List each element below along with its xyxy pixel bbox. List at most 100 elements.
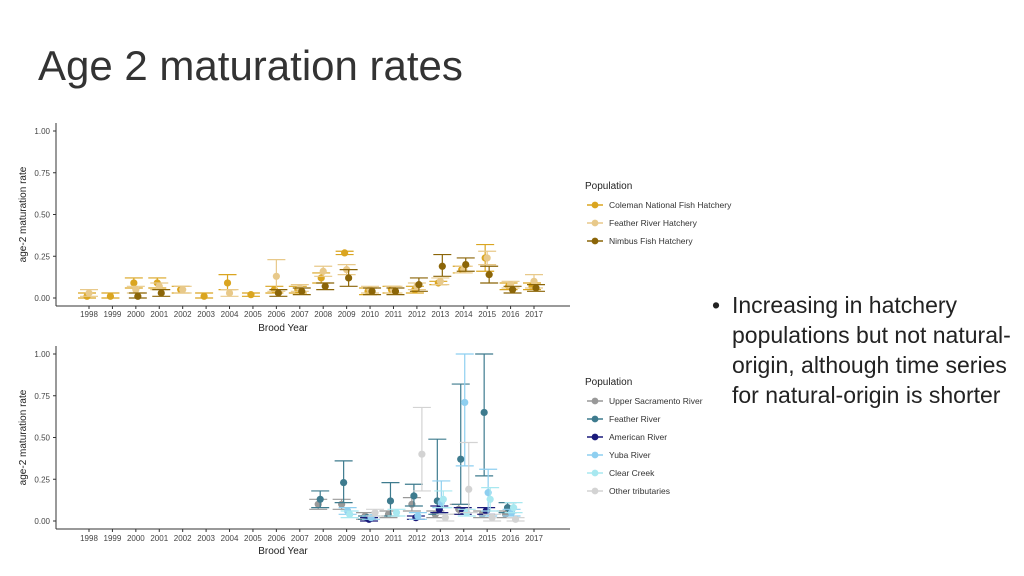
y-tick-label: 0.75 xyxy=(34,392,50,401)
data-point xyxy=(392,509,401,517)
y-tick-label: 0.50 xyxy=(34,211,50,220)
data-point xyxy=(179,286,187,294)
data-point xyxy=(274,289,282,297)
series-american-river xyxy=(360,505,496,523)
x-tick-label: 2001 xyxy=(150,534,168,543)
series-other-tributaries xyxy=(366,406,525,523)
x-tick-label: 2014 xyxy=(455,534,473,543)
data-point xyxy=(130,279,138,287)
data-point xyxy=(298,287,306,295)
data-point xyxy=(134,292,142,300)
legend: Population Upper Sacramento River Feather … xyxy=(585,377,703,496)
legend-key-dot xyxy=(591,433,599,441)
data-point xyxy=(483,254,491,262)
y-tick-label: 0.25 xyxy=(34,252,50,261)
legend-label: Coleman National Fish Hatchery xyxy=(609,200,732,210)
x-tick-label: 2001 xyxy=(150,310,168,319)
x-tick-label: 2003 xyxy=(197,534,215,543)
x-tick-label: 2012 xyxy=(408,534,426,543)
y-tick-label: 0.25 xyxy=(34,475,50,484)
legend-label: Upper Sacramento River xyxy=(609,396,703,406)
data-point xyxy=(345,274,353,282)
x-tick-label: 2016 xyxy=(502,534,520,543)
data-point xyxy=(532,284,540,292)
x-tick-label: 2013 xyxy=(431,534,449,543)
data-point xyxy=(414,512,422,520)
data-point xyxy=(85,289,93,297)
x-tick-label: 2009 xyxy=(338,310,356,319)
data-point xyxy=(106,292,115,300)
x-tick-label: 2013 xyxy=(431,310,449,319)
data-point xyxy=(511,515,520,523)
x-tick-label: 2000 xyxy=(127,310,145,319)
data-point xyxy=(340,478,348,487)
x-tick-label: 2005 xyxy=(244,534,262,543)
x-axis-title: Brood Year xyxy=(258,323,308,334)
y-axis-title: age-2 maturation rate xyxy=(18,166,29,262)
y-tick-label: 0.00 xyxy=(34,517,50,526)
x-tick-label: 2015 xyxy=(478,534,496,543)
data-point xyxy=(441,514,449,522)
legend-key-dot xyxy=(591,219,599,227)
data-point xyxy=(480,408,488,417)
x-tick-label: 2006 xyxy=(267,310,285,319)
data-point xyxy=(223,279,232,287)
data-point xyxy=(418,450,426,458)
data-point xyxy=(225,289,234,297)
data-point xyxy=(509,504,518,512)
legend-key-dot xyxy=(591,201,599,209)
x-axis-title: Brood Year xyxy=(258,546,308,557)
legend-key-dot xyxy=(591,451,599,459)
data-point xyxy=(346,510,354,518)
x-tick-label: 2016 xyxy=(502,310,520,319)
legend: Population Coleman National Fish Hatchery… xyxy=(585,181,732,246)
x-tick-label: 2007 xyxy=(291,534,309,543)
data-point xyxy=(486,495,494,503)
legend-label: Other tributaries xyxy=(609,486,670,496)
legend-label: Nimbus Fish Hatchery xyxy=(609,236,693,246)
legend-key-dot xyxy=(591,415,599,423)
data-point xyxy=(436,277,444,285)
x-tick-label: 2010 xyxy=(361,310,379,319)
data-point xyxy=(319,267,327,275)
x-tick-label: 2014 xyxy=(455,310,473,319)
x-tick-label: 2006 xyxy=(267,534,285,543)
data-point xyxy=(485,271,493,279)
data-point xyxy=(368,287,376,295)
bullet-icon: • xyxy=(712,292,721,318)
x-tick-label: 2011 xyxy=(385,534,403,543)
data-point xyxy=(272,272,280,280)
data-point xyxy=(341,249,349,257)
data-point xyxy=(415,281,423,289)
data-point xyxy=(200,292,208,300)
data-point xyxy=(316,495,324,503)
bullet-point: • Increasing in hatchery populations but… xyxy=(712,290,1012,410)
data-point xyxy=(465,485,473,493)
x-tick-label: 2000 xyxy=(127,534,145,543)
legend-title: Population xyxy=(585,181,632,192)
x-tick-label: 2010 xyxy=(361,534,379,543)
y-tick-label: 0.75 xyxy=(34,169,50,178)
x-tick-label: 2005 xyxy=(244,310,262,319)
x-tick-label: 1998 xyxy=(80,534,98,543)
y-tick-label: 0.00 xyxy=(34,294,50,303)
x-tick-label: 2008 xyxy=(314,310,332,319)
data-point xyxy=(247,291,255,299)
legend-label: American River xyxy=(609,432,667,442)
x-tick-label: 2003 xyxy=(197,310,215,319)
data-point xyxy=(461,398,469,407)
x-tick-label: 2017 xyxy=(525,310,543,319)
x-tick-label: 2012 xyxy=(408,310,426,319)
data-point xyxy=(410,492,418,500)
x-tick-label: 2004 xyxy=(221,310,239,319)
data-point xyxy=(157,289,165,297)
legend-label: Feather River Hatchery xyxy=(609,218,698,228)
chart-panel-1: 0.00 0.25 0.50 0.75 1.00 1998 1999 2000 2001 2002… xyxy=(18,123,732,334)
data-point xyxy=(530,277,538,285)
data-point xyxy=(438,262,446,270)
legend-key-dot xyxy=(591,469,599,477)
data-point xyxy=(457,455,465,463)
data-point xyxy=(155,282,163,290)
x-tick-label: 2011 xyxy=(385,310,403,319)
